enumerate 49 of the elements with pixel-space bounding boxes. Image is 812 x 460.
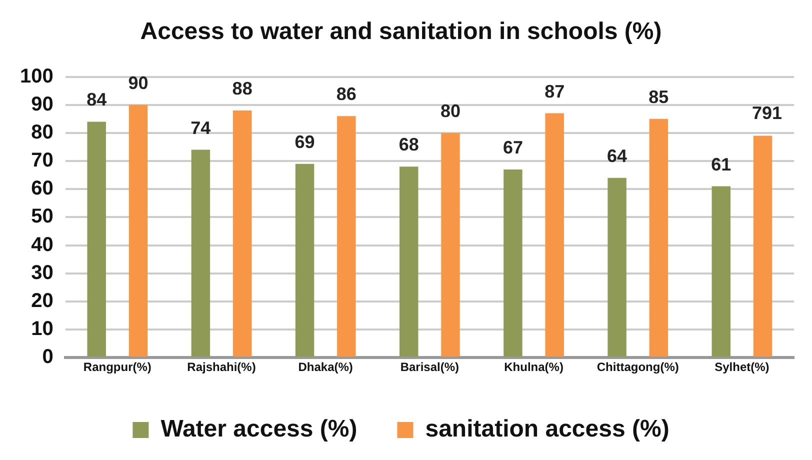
bar bbox=[128, 104, 148, 357]
bar bbox=[87, 122, 106, 357]
legend-label: Water access (%) bbox=[160, 416, 358, 443]
y-tick-label: 40 bbox=[31, 234, 54, 256]
bar bbox=[545, 113, 564, 357]
data-label: 88 bbox=[232, 78, 252, 98]
x-tick-label: Sylhet(%) bbox=[714, 360, 770, 374]
bar bbox=[712, 186, 731, 357]
chart-title: Access to water and sanitation in schools (%) bbox=[140, 18, 662, 46]
bar bbox=[649, 118, 668, 357]
bar bbox=[295, 164, 314, 357]
bar bbox=[191, 150, 210, 357]
y-tick-label: 70 bbox=[31, 150, 54, 172]
bar bbox=[753, 136, 772, 357]
y-tick-label: 60 bbox=[31, 178, 54, 200]
y-tick-label: 30 bbox=[31, 262, 54, 284]
legend-label: sanitation access (%) bbox=[425, 416, 670, 443]
data-label: 64 bbox=[607, 146, 628, 166]
y-tick-label: 0 bbox=[42, 346, 54, 368]
data-label: 87 bbox=[544, 81, 565, 102]
annotation: 791 bbox=[752, 102, 782, 123]
data-label: 85 bbox=[648, 86, 669, 107]
bar bbox=[400, 166, 418, 357]
x-tick-label: Rajshahi(%) bbox=[187, 360, 256, 374]
bar bbox=[337, 116, 356, 357]
x-tick-label: Barisal(%) bbox=[400, 360, 460, 374]
data-label: 86 bbox=[336, 84, 356, 104]
data-label: 84 bbox=[86, 90, 107, 110]
bar bbox=[608, 178, 626, 357]
y-tick-label: 90 bbox=[31, 93, 54, 116]
data-label: 68 bbox=[398, 134, 419, 155]
data-label: 74 bbox=[190, 118, 211, 138]
bar bbox=[504, 169, 522, 357]
bar bbox=[232, 110, 252, 357]
x-tick-label: Chittagong(%) bbox=[596, 360, 679, 374]
y-tick-label: 50 bbox=[31, 206, 54, 228]
y-tick-label: 80 bbox=[31, 121, 54, 144]
data-label: 67 bbox=[502, 137, 523, 158]
y-tick-label: 100 bbox=[20, 65, 54, 88]
x-tick-label: Rangpur(%) bbox=[83, 360, 152, 374]
data-label: 61 bbox=[711, 154, 732, 174]
data-label: 69 bbox=[294, 132, 315, 152]
y-tick-label: 20 bbox=[31, 290, 54, 312]
bar bbox=[441, 132, 460, 357]
data-label: 90 bbox=[128, 72, 148, 93]
data-label: 80 bbox=[440, 100, 461, 121]
x-tick-label: Dhaka(%) bbox=[298, 360, 353, 374]
x-tick-label: Khulna(%) bbox=[504, 360, 564, 374]
y-tick-label: 10 bbox=[31, 318, 54, 340]
